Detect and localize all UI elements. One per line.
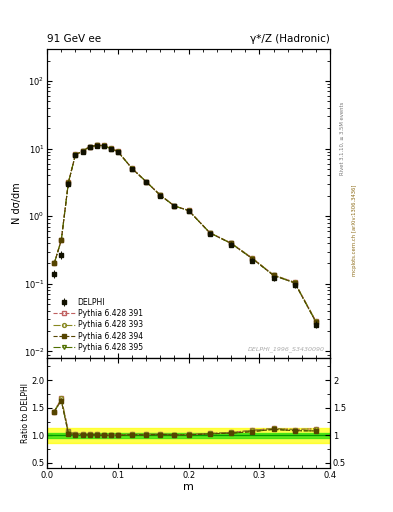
Pythia 6.428 391: [66, 179, 71, 185]
Y-axis label: N dσ/dm: N dσ/dm: [12, 182, 22, 224]
Text: DELPHI_1996_S3430090: DELPHI_1996_S3430090: [248, 346, 325, 352]
Pythia 6.428 395: [66, 180, 71, 186]
Pythia 6.428 393: [59, 237, 64, 243]
Pythia 6.428 391: [101, 142, 106, 148]
Pythia 6.428 395: [172, 203, 177, 209]
Pythia 6.428 395: [208, 230, 212, 236]
Pythia 6.428 394: [292, 280, 297, 286]
Pythia 6.428 393: [208, 229, 212, 236]
Pythia 6.428 393: [229, 240, 233, 246]
Pythia 6.428 394: [271, 272, 276, 279]
Pythia 6.428 393: [250, 255, 255, 261]
Pythia 6.428 391: [172, 203, 177, 209]
X-axis label: m: m: [183, 482, 194, 492]
Pythia 6.428 395: [87, 144, 92, 150]
Pythia 6.428 391: [292, 280, 297, 286]
Pythia 6.428 391: [52, 261, 57, 267]
Pythia 6.428 393: [130, 165, 134, 172]
Legend: DELPHI, Pythia 6.428 391, Pythia 6.428 393, Pythia 6.428 394, Pythia 6.428 395: DELPHI, Pythia 6.428 391, Pythia 6.428 3…: [51, 295, 145, 354]
Pythia 6.428 391: [87, 143, 92, 150]
Pythia 6.428 393: [314, 318, 318, 324]
Pythia 6.428 393: [292, 280, 297, 286]
Pythia 6.428 394: [158, 193, 163, 199]
Pythia 6.428 393: [108, 145, 113, 152]
Pythia 6.428 394: [208, 230, 212, 236]
Pythia 6.428 394: [108, 145, 113, 152]
Pythia 6.428 391: [94, 142, 99, 148]
Pythia 6.428 395: [80, 148, 85, 155]
Pythia 6.428 395: [292, 280, 297, 286]
Text: Rivet 3.1.10, ≥ 3.5M events: Rivet 3.1.10, ≥ 3.5M events: [340, 101, 345, 175]
Pythia 6.428 394: [66, 180, 71, 186]
Pythia 6.428 391: [250, 255, 255, 261]
Text: 91 GeV ee: 91 GeV ee: [47, 33, 101, 44]
Pythia 6.428 395: [271, 272, 276, 279]
Pythia 6.428 393: [172, 203, 177, 209]
Pythia 6.428 391: [208, 229, 212, 236]
Text: γ*/Z (Hadronic): γ*/Z (Hadronic): [250, 33, 330, 44]
Pythia 6.428 391: [80, 148, 85, 154]
Pythia 6.428 393: [94, 142, 99, 148]
Pythia 6.428 391: [271, 272, 276, 278]
Bar: [47, 433, 330, 438]
Pythia 6.428 395: [108, 145, 113, 152]
Pythia 6.428 395: [229, 241, 233, 247]
Pythia 6.428 394: [229, 241, 233, 247]
Pythia 6.428 394: [101, 143, 106, 149]
Pythia 6.428 393: [116, 148, 120, 155]
Pythia 6.428 391: [158, 192, 163, 198]
Pythia 6.428 393: [144, 179, 149, 185]
Pythia 6.428 394: [186, 207, 191, 214]
Line: Pythia 6.428 394: Pythia 6.428 394: [52, 143, 318, 324]
Pythia 6.428 395: [158, 193, 163, 199]
Pythia 6.428 391: [186, 207, 191, 214]
Pythia 6.428 395: [73, 152, 78, 158]
Pythia 6.428 394: [94, 142, 99, 148]
Pythia 6.428 393: [271, 272, 276, 278]
Line: Pythia 6.428 391: Pythia 6.428 391: [52, 143, 318, 323]
Pythia 6.428 393: [66, 179, 71, 185]
Pythia 6.428 395: [101, 143, 106, 149]
Pythia 6.428 394: [172, 203, 177, 209]
Pythia 6.428 394: [87, 144, 92, 150]
Pythia 6.428 395: [314, 319, 318, 325]
Pythia 6.428 394: [80, 148, 85, 155]
Pythia 6.428 394: [314, 319, 318, 325]
Text: mcplots.cern.ch [arXiv:1306.3436]: mcplots.cern.ch [arXiv:1306.3436]: [352, 185, 357, 276]
Pythia 6.428 394: [73, 152, 78, 158]
Pythia 6.428 394: [52, 261, 57, 267]
Pythia 6.428 393: [158, 192, 163, 198]
Pythia 6.428 395: [116, 148, 120, 155]
Pythia 6.428 393: [73, 152, 78, 158]
Pythia 6.428 394: [130, 165, 134, 172]
Pythia 6.428 391: [314, 318, 318, 324]
Y-axis label: Ratio to DELPHI: Ratio to DELPHI: [21, 383, 30, 443]
Pythia 6.428 393: [52, 261, 57, 267]
Pythia 6.428 395: [250, 255, 255, 262]
Pythia 6.428 391: [144, 179, 149, 185]
Line: Pythia 6.428 395: Pythia 6.428 395: [52, 143, 318, 324]
Pythia 6.428 394: [250, 255, 255, 262]
Pythia 6.428 395: [94, 142, 99, 148]
Pythia 6.428 391: [108, 145, 113, 152]
Pythia 6.428 395: [186, 207, 191, 214]
Pythia 6.428 393: [186, 207, 191, 214]
Pythia 6.428 391: [116, 148, 120, 155]
Pythia 6.428 393: [80, 148, 85, 154]
Pythia 6.428 394: [144, 179, 149, 185]
Pythia 6.428 391: [229, 240, 233, 246]
Bar: [47, 428, 330, 442]
Line: Pythia 6.428 393: Pythia 6.428 393: [52, 143, 318, 323]
Pythia 6.428 393: [87, 143, 92, 150]
Pythia 6.428 393: [101, 142, 106, 148]
Pythia 6.428 391: [73, 152, 78, 158]
Pythia 6.428 395: [59, 237, 64, 243]
Pythia 6.428 395: [144, 179, 149, 185]
Pythia 6.428 394: [59, 237, 64, 243]
Pythia 6.428 395: [130, 165, 134, 172]
Pythia 6.428 395: [52, 261, 57, 267]
Pythia 6.428 391: [59, 237, 64, 243]
Pythia 6.428 394: [116, 148, 120, 155]
Pythia 6.428 391: [130, 165, 134, 172]
